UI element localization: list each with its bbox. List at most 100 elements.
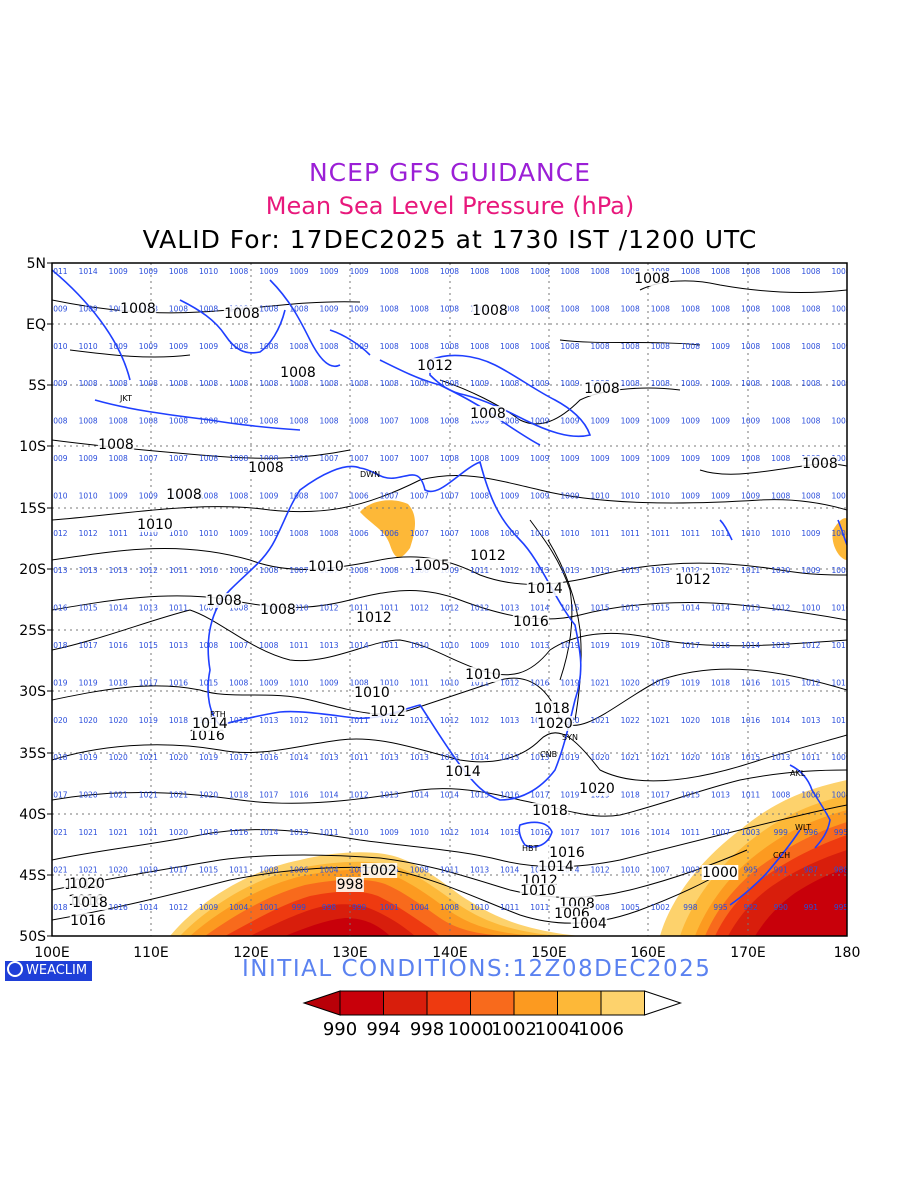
grid-value: 1008 — [169, 267, 188, 276]
contour-label: 1012 — [370, 704, 406, 720]
colorbar-swatch — [470, 990, 515, 1016]
grid-value: 1001 — [380, 903, 399, 912]
contour-labels: 1008 1008 1008 1008 1008 1008 1008 1012 1008 1008… — [63, 271, 839, 932]
grid-value: 1008 — [621, 342, 640, 351]
grid-value: 1014 — [109, 604, 128, 613]
grid-value: 988 — [834, 865, 849, 874]
grid-value: 1011 — [109, 529, 128, 538]
grid-value: 1010 — [199, 529, 218, 538]
grid-value: 1018 — [199, 828, 218, 837]
grid-value: 1012 — [440, 828, 459, 837]
grid-value: 1017 — [560, 828, 579, 837]
grid-value: 1013 — [771, 753, 790, 762]
grid-value: 1016 — [229, 828, 248, 837]
grid-value: 1009 — [199, 903, 218, 912]
grid-value: 1009 — [319, 678, 338, 687]
grid-value: 995 — [834, 828, 849, 837]
contour-label: 1008 — [472, 303, 508, 319]
grid-value: 1009 — [79, 454, 98, 463]
grid-value: 1011 — [801, 753, 820, 762]
grid-value: 1009 — [530, 417, 549, 426]
lon-tick-label: 140E — [432, 945, 468, 961]
grid-value: 1019 — [48, 678, 67, 687]
grid-value: 1010 — [199, 566, 218, 575]
grid-value: 1008 — [771, 417, 790, 426]
grid-value: 1013 — [319, 753, 338, 762]
grid-value: 1014 — [139, 903, 158, 912]
contour-label-bg — [578, 781, 616, 796]
lat-tick-label: 40S — [19, 807, 46, 823]
grid-value: 1008 — [109, 417, 128, 426]
grid-value: 1008 — [319, 417, 338, 426]
grid-value: 1017 — [48, 791, 67, 800]
grid-value: 1009 — [259, 267, 278, 276]
grid-value: 1014 — [470, 828, 489, 837]
grid-value: 1008 — [380, 566, 399, 575]
grid-value: 1008 — [289, 417, 308, 426]
grid-value: 1010 — [440, 678, 459, 687]
grid-value: 1012 — [470, 716, 489, 725]
grid-value: 1008 — [741, 379, 760, 388]
grid-value: 1011 — [681, 529, 700, 538]
grid-value: 1008 — [500, 267, 519, 276]
grid-value: 1008 — [831, 529, 850, 538]
low-pressure-region-south — [170, 852, 580, 936]
grid-value: 1013 — [139, 604, 158, 613]
grid-value: 1015 — [470, 791, 489, 800]
grid-value: 1008 — [199, 379, 218, 388]
contour-label: 1008 — [280, 365, 316, 381]
colorbar-swatch — [339, 990, 384, 1016]
grid-value: 1016 — [530, 678, 549, 687]
grid-value: 1014 — [259, 828, 278, 837]
grid-value: 1007 — [410, 529, 429, 538]
grid-value: 1012 — [410, 604, 429, 613]
grid-value: 1011 — [350, 716, 369, 725]
colorbar-swatch — [557, 990, 602, 1016]
contour-label-bg — [259, 602, 297, 617]
grid-value: 1008 — [440, 304, 459, 313]
contour-label-bg — [71, 895, 109, 910]
grid-value: 1014 — [741, 641, 760, 650]
contour-label-bg — [165, 487, 203, 502]
grid-value: 1008 — [259, 566, 278, 575]
grid-value: 1016 — [530, 828, 549, 837]
credit-text: WEACLIM — [26, 963, 88, 978]
grid-value: 1015 — [771, 678, 790, 687]
grid-value: 1002 — [651, 903, 670, 912]
grid-value: 1008 — [259, 342, 278, 351]
grid-value: 1014 — [289, 753, 308, 762]
grid-value: 1008 — [199, 454, 218, 463]
grid-value: 1008 — [319, 342, 338, 351]
contour-label-bg — [536, 716, 574, 731]
grid-value: 1018 — [711, 753, 730, 762]
grid-value: 1008 — [741, 454, 760, 463]
grid-value: 1008 — [350, 566, 369, 575]
grid-value: 1007 — [651, 865, 670, 874]
grid-value: 1010 — [771, 529, 790, 538]
grid-value: 1010 — [831, 604, 850, 613]
grid-value: 1009 — [350, 342, 369, 351]
grid-value: 1021 — [651, 716, 670, 725]
grid-value: 1011 — [831, 641, 850, 650]
grid-value: 1013 — [741, 604, 760, 613]
grid-value: 1007 — [169, 454, 188, 463]
grid-value: 1012 — [771, 604, 790, 613]
grid-value: 1009 — [530, 491, 549, 500]
grid-value: 1019 — [139, 716, 158, 725]
grid-value: 1009 — [259, 678, 278, 687]
grid-value: 1013 — [259, 716, 278, 725]
grid-value: 1008 — [440, 903, 459, 912]
grid-value: 1008 — [259, 379, 278, 388]
grid-value: 1017 — [229, 753, 248, 762]
grid-value: 1005 — [621, 903, 640, 912]
grid-value: 1008 — [560, 267, 579, 276]
grid-value: 1018 — [651, 641, 670, 650]
grid-value: 1010 — [169, 529, 188, 538]
grid-value: 1008 — [229, 342, 248, 351]
grid-value: 1009 — [199, 342, 218, 351]
grid-value: 1010 — [741, 529, 760, 538]
grid-value: 1008 — [380, 304, 399, 313]
grid-value: 1011 — [169, 604, 188, 613]
grid-value: 1008 — [681, 267, 700, 276]
